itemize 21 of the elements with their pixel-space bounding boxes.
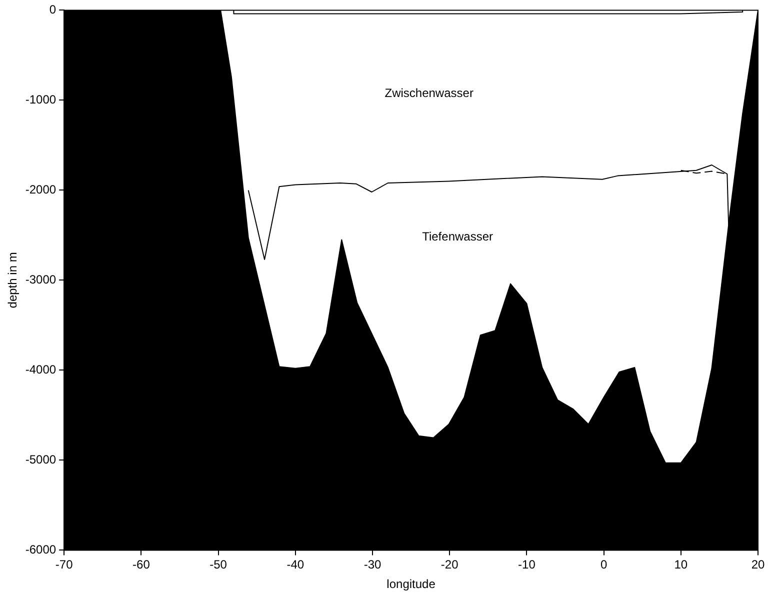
x-tick-label: 20	[751, 558, 765, 572]
x-tick-label: -60	[132, 558, 150, 572]
y-tick-label: -4000	[25, 362, 56, 377]
y-tick-label: -1000	[25, 92, 56, 107]
y-tick-label: 0	[49, 2, 56, 17]
annotation: Tiefenwasser	[422, 229, 493, 244]
x-tick-label: 10	[674, 558, 688, 572]
y-axis-title: depth in m	[6, 252, 20, 308]
x-tick-label: -20	[440, 558, 459, 572]
x-tick-label: -30	[364, 558, 382, 572]
annotation: Zwischenwasser	[384, 86, 474, 100]
x-tick-label: -40	[286, 558, 304, 572]
x-axis-title: longitude	[386, 577, 436, 592]
x-tick-label: 0	[600, 558, 608, 572]
x-tick-label: -70	[55, 558, 74, 572]
y-tick-label: -6000	[25, 542, 56, 557]
x-tick-label: -50	[210, 558, 228, 572]
x-tick-label: -10	[518, 558, 536, 572]
y-tick-label: -2000	[25, 182, 56, 197]
y-tick-label: -3000	[25, 272, 56, 287]
y-tick-label: -5000	[25, 452, 56, 467]
